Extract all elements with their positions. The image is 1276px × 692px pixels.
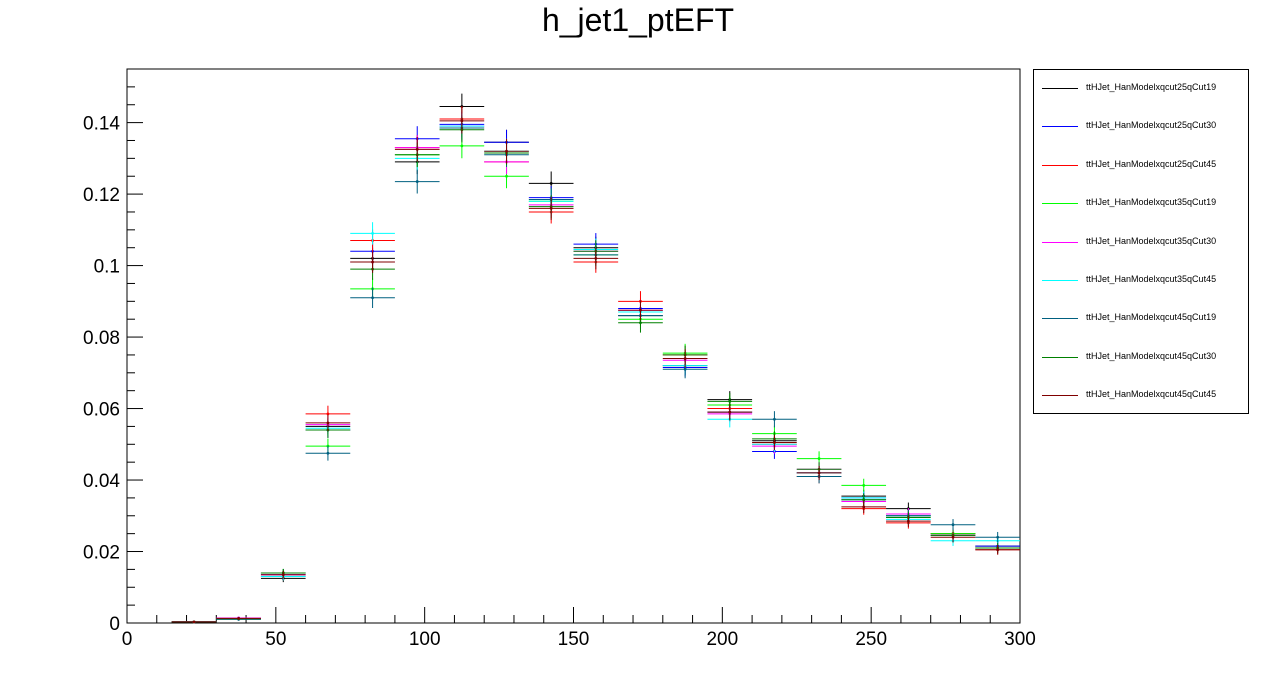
data-point [371, 296, 374, 300]
data-point [415, 180, 419, 183]
legend-entry: ttHJet_HanModelxqcut35qCut30 [1034, 233, 1250, 253]
legend-label: ttHJet_HanModelxqcut25qCut45 [1086, 158, 1217, 169]
legend: ttHJet_HanModelxqcut25qCut19 ttHJet_HanMo… [1033, 69, 1249, 414]
data-point [326, 421, 330, 425]
legend-label: ttHJet_HanModelxqcut35qCut19 [1086, 197, 1217, 208]
data-point [728, 400, 732, 403]
data-point [773, 417, 776, 421]
y-tick-label: 0.02 [83, 543, 120, 564]
legend-label: ttHJet_HanModelxqcut35qCut45 [1086, 274, 1217, 284]
data-point [505, 174, 508, 178]
legend-entry: ttHJet_HanModelxqcut35qCut19 [1034, 194, 1250, 214]
legend-swatch [1042, 203, 1078, 205]
data-point [326, 451, 330, 455]
legend-entry: ttHJet_HanModelxqcut35qCut45 [1034, 271, 1250, 291]
data-point [996, 535, 1000, 539]
tick-labels: 0 50 100 150 200 250 300 0 0.02 0.04 0.06 0.08 0.1 0.… [83, 114, 1036, 650]
data-point [549, 181, 553, 185]
legend-swatch [1042, 164, 1078, 166]
x-tick-label: 200 [706, 629, 738, 650]
data-point [862, 483, 866, 487]
x-tick-label: 50 [265, 629, 286, 650]
data-point [371, 260, 374, 264]
x-tick-label: 300 [1004, 629, 1036, 650]
data-point [996, 548, 1000, 552]
legend-label: ttHJet_HanModelxqcut35qCut30 [1086, 235, 1217, 246]
data-point [415, 148, 419, 151]
data-point [728, 410, 732, 414]
data-point [549, 206, 553, 210]
legend-label: ttHJet_HanModelxqcut25qCut19 [1086, 82, 1217, 92]
legend-entry: ttHJet_HanModelxqcut45qCut45 [1034, 386, 1250, 406]
y-tick-label: 0.12 [83, 185, 120, 206]
data-point [460, 119, 464, 123]
legend-swatch [1042, 395, 1078, 397]
data-point [862, 498, 866, 502]
data-point [862, 505, 866, 509]
data-point [281, 573, 285, 577]
legend-label: ttHJet_HanModelxqcut45qCut19 [1086, 312, 1217, 323]
legend-entry: ttHJet_HanModelxqcut45qCut30 [1034, 348, 1250, 368]
x-tick-label: 150 [558, 629, 590, 650]
data-point [237, 616, 241, 620]
legend-swatch [1042, 241, 1078, 243]
data-point [951, 535, 955, 539]
x-tick-label: 100 [409, 629, 441, 650]
data-point [817, 471, 821, 475]
data-point [460, 144, 464, 148]
legend-swatch [1042, 280, 1078, 281]
legend-entry: ttHJet_HanModelxqcut25qCut30 [1034, 117, 1250, 137]
data-point [639, 321, 642, 325]
legend-label: ttHJet_HanModelxqcut25qCut30 [1086, 120, 1217, 131]
y-tick-label: 0.06 [83, 400, 120, 421]
data-point [594, 257, 598, 260]
legend-entry: ttHJet_HanModelxqcut45qCut19 [1034, 309, 1250, 329]
data-point [906, 519, 910, 523]
x-tick-label: 250 [855, 629, 887, 650]
chart-title: h_jet1_ptEFT [541, 2, 735, 38]
y-tick-label: 0.1 [94, 257, 120, 278]
data-point [683, 367, 687, 371]
legend-swatch [1042, 356, 1078, 358]
data-point [639, 308, 642, 312]
y-tick-label: 0.08 [83, 328, 120, 349]
y-tick-label: 0 [109, 614, 120, 635]
data-point [817, 457, 821, 460]
legend-swatch [1042, 88, 1078, 89]
legend-label: ttHJet_HanModelxqcut45qCut45 [1086, 389, 1217, 400]
legend-swatch [1042, 126, 1078, 128]
legend-entry: ttHJet_HanModelxqcut25qCut45 [1034, 156, 1250, 176]
plot-frame [126, 68, 1021, 624]
y-tick-label: 0.04 [83, 471, 120, 492]
data-point [505, 149, 508, 153]
x-tick-label: 0 [122, 629, 133, 650]
data-point [951, 523, 955, 527]
data-marks [171, 93, 1020, 624]
data-point [683, 357, 687, 360]
legend-swatch [1042, 318, 1078, 320]
axis-ticks [126, 68, 1021, 624]
y-tick-label: 0.14 [83, 114, 120, 135]
legend-entry: ttHJet_HanModelxqcut25qCut19 [1034, 79, 1250, 99]
data-point [192, 620, 196, 624]
data-point [773, 441, 776, 444]
data-point [371, 232, 374, 235]
legend-label: ttHJet_HanModelxqcut45qCut30 [1086, 350, 1217, 361]
data-point [326, 412, 330, 416]
